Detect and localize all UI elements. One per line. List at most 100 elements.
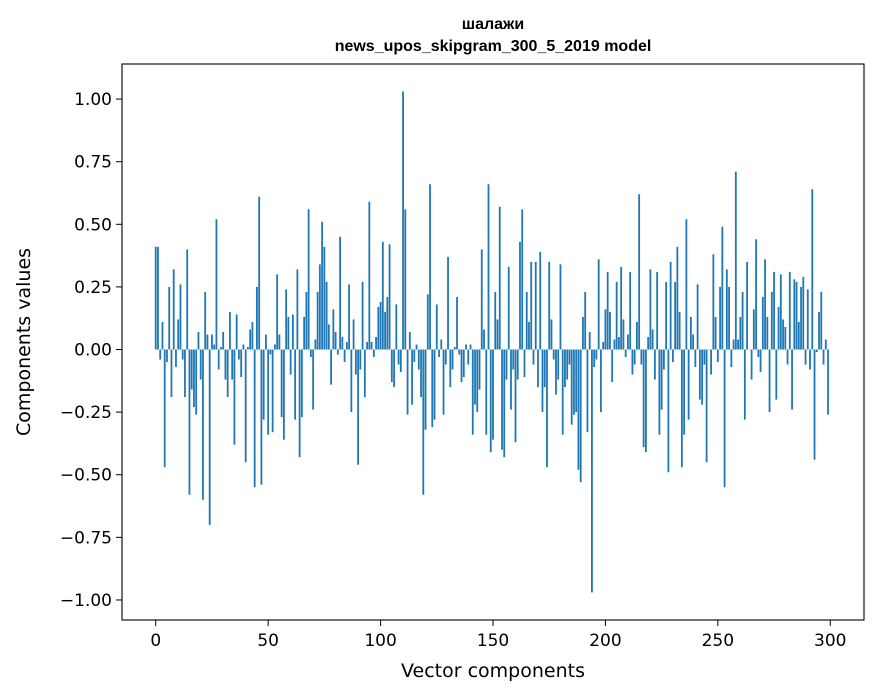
bar-32 (226, 349, 229, 398)
y-tick-label: 0.00 (74, 341, 112, 361)
bar-164 (523, 349, 526, 378)
y-tick-label: 0.50 (74, 215, 112, 235)
bar-43 (251, 321, 254, 350)
bar-101 (381, 241, 384, 350)
bar-157 (507, 266, 510, 350)
bar-231 (674, 281, 677, 350)
bar-233 (678, 311, 681, 350)
bar-71 (314, 339, 317, 350)
bar-55 (278, 334, 281, 350)
bar-198 (600, 349, 602, 413)
bar-243 (701, 349, 704, 405)
bar-137 (462, 349, 465, 378)
bar-254 (725, 269, 728, 350)
bar-214 (636, 321, 638, 350)
bar-294 (815, 349, 818, 353)
bar-81 (336, 349, 339, 355)
bar-289 (804, 349, 807, 365)
bar-161 (516, 349, 519, 380)
bar-92 (361, 281, 364, 350)
bar-169 (534, 261, 537, 350)
bar-103 (386, 296, 389, 350)
bar-84 (343, 349, 346, 363)
bar-24 (208, 349, 211, 525)
y-axis-label: Components values (13, 248, 35, 436)
bar-293 (813, 349, 816, 460)
bar-160 (514, 349, 517, 443)
y-tick-label: −1.00 (60, 591, 112, 611)
bar-285 (795, 281, 798, 350)
bar-120 (424, 349, 427, 430)
bar-104 (388, 244, 391, 350)
bar-141 (471, 349, 474, 435)
bar-226 (662, 349, 665, 370)
bar-245 (705, 349, 708, 463)
bar-64 (298, 349, 301, 458)
bar-94 (366, 342, 368, 350)
bar-158 (510, 349, 512, 410)
bar-45 (256, 286, 258, 350)
bar-209 (624, 349, 627, 358)
bar-58 (285, 289, 288, 350)
bar-107 (395, 304, 398, 350)
bar-132 (451, 349, 454, 370)
bar-80 (334, 331, 337, 350)
plot-frame (121, 63, 865, 621)
bar-290 (806, 289, 809, 350)
bar-118 (420, 349, 422, 398)
bar-287 (800, 286, 802, 350)
bar-213 (633, 349, 636, 365)
bar-224 (658, 349, 661, 435)
bar-6 (168, 286, 171, 350)
bar-189 (579, 349, 582, 483)
bar-75 (323, 246, 326, 350)
bar-188 (577, 349, 580, 470)
bar-31 (224, 349, 227, 380)
bar-146 (483, 329, 485, 350)
bar-65 (300, 349, 303, 418)
bar-260 (739, 316, 742, 350)
bar-238 (689, 316, 692, 350)
bar-259 (737, 339, 739, 350)
bar-124 (433, 349, 436, 420)
bar-281 (786, 349, 789, 365)
bar-144 (478, 349, 481, 390)
bar-162 (519, 241, 521, 350)
bar-179 (557, 349, 560, 380)
bar-13 (184, 349, 186, 398)
bar-167 (530, 261, 533, 350)
bar-278 (779, 274, 782, 350)
bar-34 (231, 349, 234, 380)
bar-216 (640, 349, 643, 365)
bar-73 (318, 264, 321, 350)
bar-292 (811, 189, 814, 350)
bar-121 (426, 294, 429, 350)
bar-9 (175, 349, 177, 368)
bar-201 (606, 271, 609, 350)
bar-63 (296, 269, 299, 350)
bar-42 (249, 329, 252, 350)
bar-208 (622, 319, 625, 350)
bar-110 (402, 91, 404, 350)
bar-215 (638, 194, 641, 350)
bar-89 (354, 349, 357, 375)
bar-232 (676, 246, 679, 350)
bar-181 (561, 349, 564, 435)
bar-114 (411, 349, 413, 405)
bar-130 (447, 256, 449, 350)
bar-140 (469, 344, 472, 350)
bar-205 (615, 281, 618, 350)
bars-group (154, 91, 829, 593)
bar-225 (660, 349, 663, 410)
bar-145 (480, 249, 483, 350)
bar-251 (719, 286, 721, 350)
bar-261 (741, 291, 744, 350)
bar-28 (217, 349, 220, 370)
bar-48 (262, 349, 265, 420)
bar-166 (528, 321, 530, 350)
bar-68 (307, 209, 310, 350)
bar-265 (750, 349, 753, 380)
y-tick-label: 0.25 (74, 278, 112, 298)
bar-168 (532, 349, 535, 365)
y-tick-label: 0.75 (74, 153, 112, 173)
